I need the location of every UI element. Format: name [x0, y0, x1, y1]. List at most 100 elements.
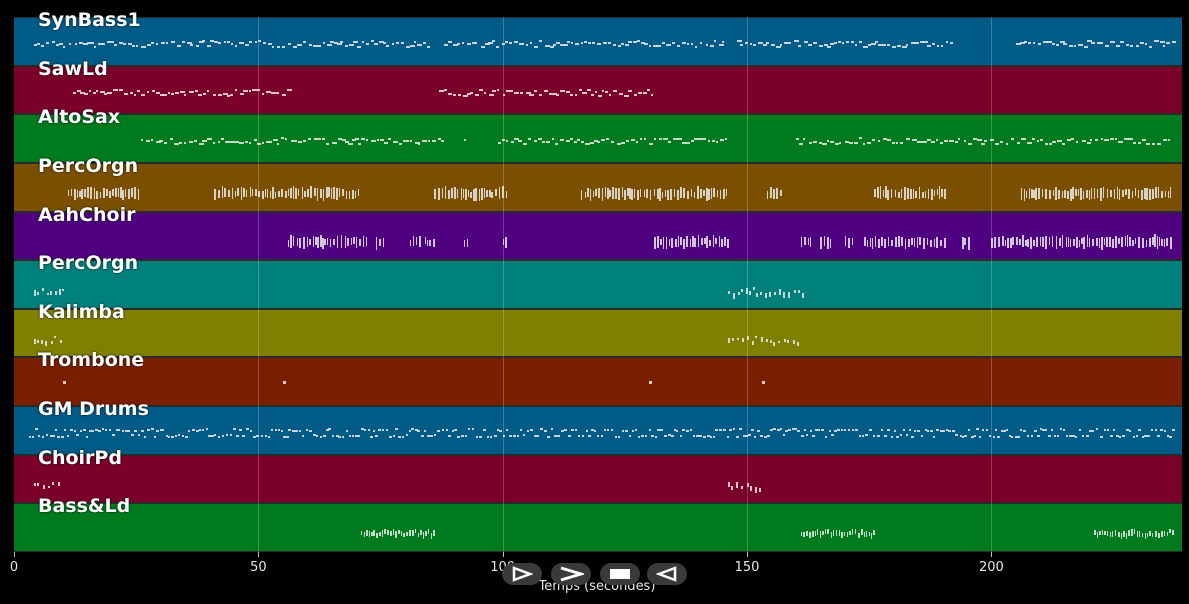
midi-note: [936, 429, 939, 432]
track-lane[interactable]: SawLd: [14, 58, 1182, 115]
track-lane[interactable]: SynBass1: [14, 9, 1182, 66]
midi-note: [117, 429, 121, 432]
midi-note: [317, 236, 319, 249]
midi-note: [610, 429, 614, 432]
midi-note: [381, 429, 385, 432]
midi-note: [127, 430, 130, 433]
midi-note: [846, 40, 850, 43]
track-lane[interactable]: AahChoir: [14, 204, 1182, 261]
midi-note: [617, 143, 621, 146]
midi-note: [180, 91, 186, 94]
midi-note: [712, 234, 715, 248]
midi-note: [905, 43, 908, 46]
midi-note: [309, 429, 312, 432]
track-lane[interactable]: GM Drums: [14, 398, 1182, 455]
tick-mark: [747, 552, 749, 557]
midi-note: [725, 137, 728, 140]
midi-note: [861, 528, 863, 535]
play-button[interactable]: [502, 563, 542, 585]
midi-note: [577, 138, 581, 141]
midi-note: [400, 41, 405, 44]
midi-note: [393, 141, 398, 144]
midi-note: [290, 188, 293, 199]
midi-note: [233, 428, 236, 431]
midi-note: [497, 141, 502, 144]
midi-note: [418, 143, 421, 146]
midi-note: [1081, 435, 1085, 438]
midi-note: [1095, 237, 1098, 247]
track-lane[interactable]: PercOrgn: [14, 155, 1182, 212]
midi-note: [533, 139, 538, 142]
midi-note: [1146, 533, 1149, 538]
track-lane[interactable]: PercOrgn: [14, 252, 1182, 309]
midi-note: [694, 238, 696, 248]
midi-note: [741, 289, 744, 293]
midi-note: [305, 429, 309, 432]
midi-note: [451, 187, 453, 199]
fast-forward-button[interactable]: [551, 563, 591, 585]
midi-note: [799, 143, 804, 146]
midi-note: [721, 41, 725, 44]
midi-note: [1125, 532, 1128, 540]
midi-note: [968, 142, 973, 145]
track-lane[interactable]: AltoSax: [14, 106, 1182, 163]
rewind-button[interactable]: [647, 563, 687, 585]
track-lane[interactable]: Trombone: [14, 349, 1182, 407]
track-lane[interactable]: ChoirPd: [14, 447, 1182, 504]
midi-note: [124, 429, 128, 432]
midi-note: [699, 41, 703, 44]
midi-note: [257, 142, 262, 145]
midi-note: [1134, 237, 1137, 245]
midi-note: [1169, 528, 1171, 534]
midi-note: [50, 291, 53, 295]
midi-note: [292, 185, 295, 199]
midi-note: [677, 44, 680, 47]
midi-note: [922, 238, 925, 249]
track-lane[interactable]: Kalimba: [14, 301, 1182, 358]
midi-note: [63, 428, 67, 431]
midi-note: [403, 532, 405, 538]
midi-note: [834, 429, 837, 432]
midi-note: [617, 436, 621, 439]
midi-note: [673, 138, 679, 141]
midi-note: [1045, 188, 1047, 199]
midi-note: [324, 238, 327, 246]
midi-note: [486, 435, 490, 438]
midi-note: [217, 436, 221, 439]
track-lane[interactable]: Bass&Ld: [14, 495, 1182, 552]
midi-note: [683, 238, 685, 249]
midi-note: [478, 188, 481, 201]
midi-note: [574, 94, 578, 97]
midi-note: [973, 435, 977, 438]
midi-note: [689, 238, 692, 247]
midi-note: [229, 141, 234, 144]
midi-note: [602, 42, 607, 45]
midi-note: [716, 190, 719, 198]
midi-note: [433, 529, 435, 536]
midi-note: [773, 188, 775, 200]
midi-note: [855, 428, 858, 431]
midi-note: [497, 89, 500, 92]
midi-note: [408, 429, 412, 432]
midi-note: [581, 434, 585, 437]
midi-note: [1005, 428, 1009, 431]
midi-note: [745, 41, 748, 44]
midi-note: [509, 90, 514, 93]
midi-note: [341, 435, 345, 438]
midi-note: [679, 236, 682, 246]
midi-note: [1150, 429, 1154, 432]
midi-note: [326, 187, 328, 199]
midi-note: [447, 93, 453, 96]
midi-note: [581, 140, 585, 143]
midi-note: [809, 531, 811, 539]
stop-button[interactable]: [600, 563, 640, 585]
midi-note: [819, 531, 822, 539]
midi-note: [57, 482, 60, 487]
midi-note: [620, 42, 625, 45]
midi-note: [59, 43, 64, 46]
midi-note: [700, 188, 702, 199]
midi-note: [415, 142, 420, 145]
midi-note: [330, 187, 333, 200]
midi-note: [444, 88, 447, 91]
midi-note: [662, 237, 665, 250]
